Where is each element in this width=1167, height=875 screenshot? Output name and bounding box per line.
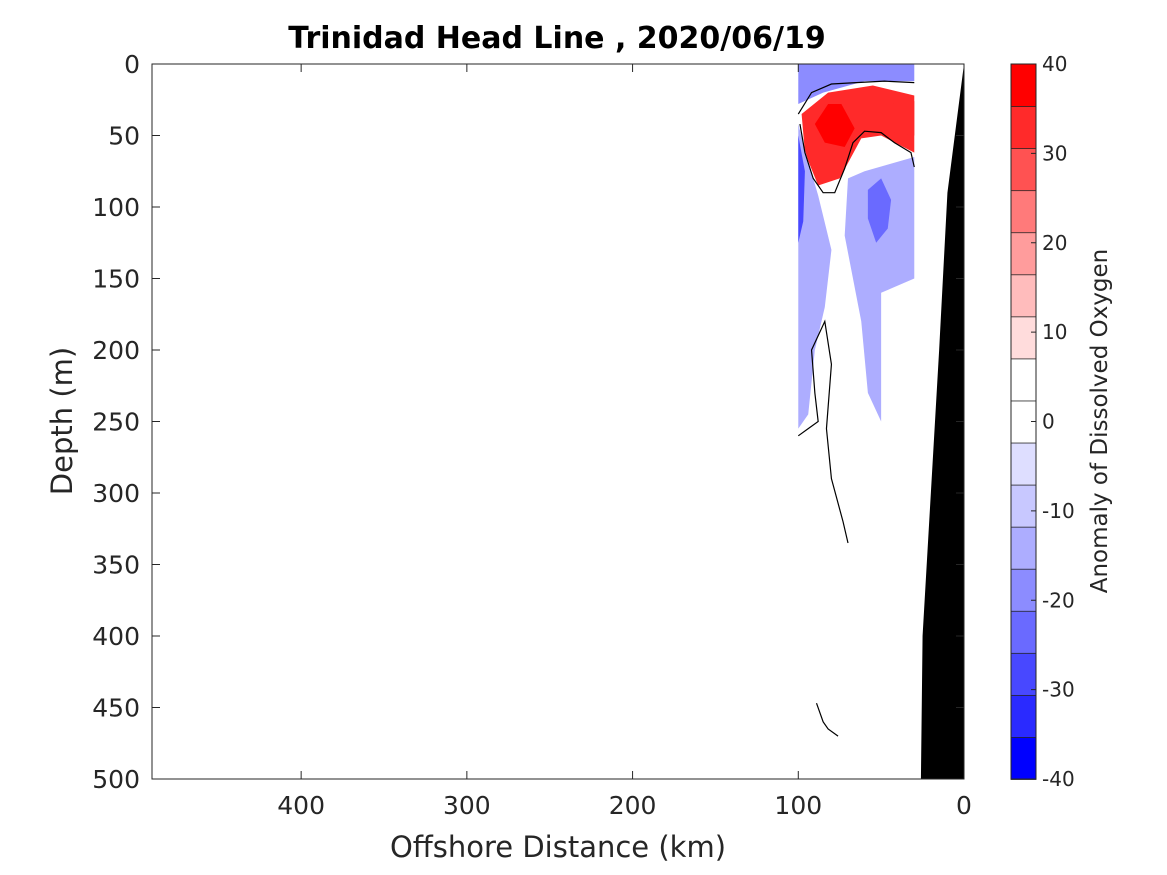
region-offshore-negative-column [798,124,832,429]
region-offshore-negative-core [798,135,805,243]
y-tick-label: 250 [92,408,140,437]
y-tick-label: 150 [92,265,140,294]
y-axis: 0 50 100 150 200 250 300 350 400 450 500 [92,50,964,794]
colorbar-swatch [1010,568,1037,612]
region-nearshore-negative-column [844,156,915,422]
seafloor-bathymetry [920,64,964,779]
colorbar-tick-label: 20 [1042,231,1067,255]
region-deep-positive-patch [798,510,817,545]
colorbar-tick-label: -40 [1042,767,1075,791]
colorbar-swatch [1010,231,1037,276]
colorbar-tick-label: -30 [1042,678,1075,702]
colorbar-swatch [1010,442,1037,486]
y-axis-label: Depth (m) [45,347,79,495]
region-surface-negative [798,64,915,105]
region-nearshore-negative-core [867,178,892,243]
colorbar-swatch [1010,358,1037,402]
y-tick-label: 300 [92,479,140,508]
colorbar-swatch [1010,652,1037,696]
x-tick-label: 0 [956,791,972,820]
colorbar-tick-label: 10 [1042,320,1067,344]
zero-contours [797,80,915,737]
x-axis: 400 300 200 100 0 [277,64,972,820]
colorbar: 40 30 20 10 0 -10 -20 -30 -40 [1010,52,1075,791]
colorbar-tick-label: -20 [1042,588,1075,612]
x-tick-label: 400 [277,791,325,820]
colorbar-swatch [1010,526,1037,570]
x-tick-label: 100 [774,791,822,820]
zero-contour-line [815,703,839,737]
region-positive-inner [814,104,855,147]
colorbar-tick-label: -10 [1042,499,1075,523]
plot-background [152,64,964,779]
colorbar-swatch [1010,694,1037,738]
colorbar-swatch [1010,315,1037,360]
x-tick-label: 300 [443,791,491,820]
colorbar-tick-label: 40 [1042,52,1067,76]
y-tick-label: 50 [108,122,140,151]
y-tick-label: 400 [92,622,140,651]
y-tick-label: 500 [92,765,140,794]
zero-contour-line [797,319,849,544]
colorbar-swatch [1010,273,1037,318]
y-tick-label: 350 [92,551,140,580]
colorbar-swatch [1010,189,1037,234]
colorbar-tick-label: 30 [1042,141,1067,165]
x-axis-label: Offshore Distance (km) [390,830,726,864]
region-positive-nearshore [889,101,915,136]
colorbar-swatch [1010,484,1037,528]
plot-area [152,64,964,779]
colorbar-swatch [1010,147,1037,192]
chart-title: Trinidad Head Line , 2020/06/19 [288,21,825,56]
y-tick-label: 0 [124,50,140,79]
colorbar-label: Anomaly of Dissolved Oxygen [1087,249,1113,594]
colorbar-swatch [1010,63,1037,107]
zero-contour-line [797,80,915,115]
x-tick-label: 200 [609,791,657,820]
y-tick-label: 200 [92,336,140,365]
colorbar-swatch [1010,736,1037,780]
y-tick-label: 100 [92,193,140,222]
y-tick-label: 450 [92,694,140,723]
anomaly-regions [798,64,915,545]
colorbar-swatch [1010,610,1037,654]
zero-contour-line [799,123,915,194]
colorbar-swatch [1010,105,1037,150]
colorbar-tick-label: 0 [1042,410,1055,434]
